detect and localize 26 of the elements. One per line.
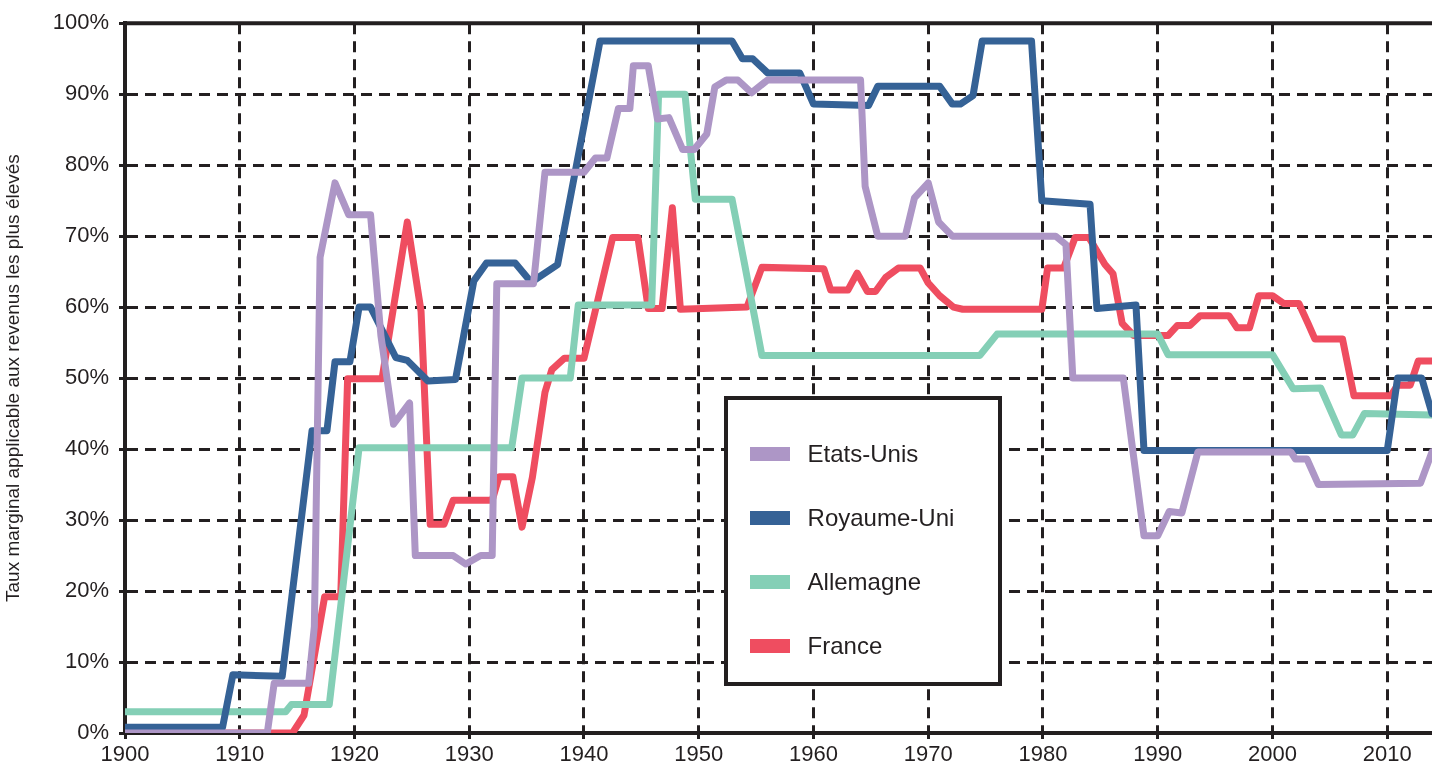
y-tick-label: 60% — [64, 293, 109, 319]
x-tick-label: 1940 — [559, 741, 609, 767]
legend-label: Etats-Unis — [807, 439, 919, 468]
x-tick-label: 2000 — [1248, 741, 1297, 767]
legend-label: Royaume-Uni — [807, 503, 955, 532]
y-tick-label: 50% — [64, 364, 109, 390]
x-tick-label: 1950 — [674, 741, 724, 767]
x-tick-label: 2010 — [1362, 741, 1412, 767]
y-axis-title: Taux marginal applicable aux revenus les plus élevés — [1, 154, 23, 603]
y-tick-label: 30% — [64, 506, 109, 532]
y-tick-label: 80% — [64, 151, 109, 177]
legend-label: France — [807, 631, 883, 660]
y-tick-label: 40% — [64, 435, 109, 461]
x-tick-label: 1930 — [444, 741, 494, 767]
legend-label: Allemagne — [807, 567, 921, 596]
y-tick-label: 20% — [64, 577, 109, 603]
y-tick-label: 10% — [64, 648, 109, 674]
y-tick-label: 90% — [64, 80, 109, 106]
y-tick-label: 70% — [64, 222, 109, 248]
x-tick-label: 1920 — [330, 741, 379, 767]
x-tick-label: 1990 — [1133, 741, 1183, 767]
x-tick-label: 1980 — [1018, 741, 1068, 767]
y-tick-label: 100% — [52, 9, 109, 35]
x-tick-label: 1970 — [903, 741, 953, 767]
x-tick-label: 1910 — [215, 741, 265, 767]
x-tick-label: 1960 — [789, 741, 838, 767]
